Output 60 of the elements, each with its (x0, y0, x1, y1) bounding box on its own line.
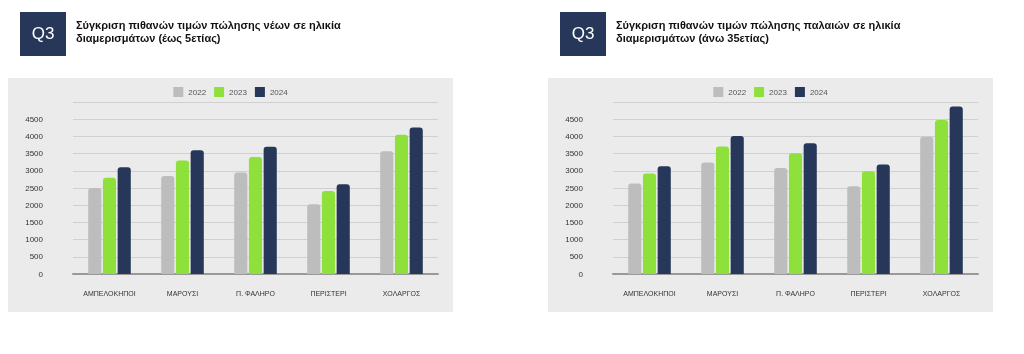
bar (876, 164, 890, 274)
bar (175, 160, 190, 274)
y-tick-label: 3500 (25, 149, 44, 159)
bar (321, 191, 336, 274)
bar (730, 136, 744, 274)
bar (657, 166, 671, 274)
legend-label: 2023 (769, 87, 788, 97)
bar (307, 204, 321, 274)
y-tick-label: 3000 (565, 166, 584, 176)
y-tick-label: 4000 (25, 131, 44, 141)
y-tick-label: 500 (569, 252, 584, 262)
bar (336, 184, 350, 274)
y-tick-label: 1500 (565, 217, 584, 227)
bar (117, 167, 131, 274)
y-tick-label: 500 (29, 252, 44, 262)
y-tick-label: 1500 (25, 217, 44, 227)
chart-title: Σύγκριση πιθανών τιμών πώλησης νέων σε ηλικία διαμερισμάτων (έως 5ετίας) (76, 19, 342, 45)
bar (409, 127, 423, 274)
y-tick-label: 2000 (565, 200, 584, 210)
y-tick-label: 2500 (565, 183, 584, 193)
bar (394, 134, 409, 274)
legend-label: 2024 (809, 87, 829, 97)
y-tick-label: 1000 (25, 235, 44, 245)
bar (861, 171, 876, 274)
bar (88, 188, 102, 274)
y-tick-label: 3500 (565, 149, 584, 159)
bar (642, 173, 657, 274)
chart-title: Σύγκριση πιθανών τιμών πώλησης παλαιών σε ηλικία διαμερισμάτων (άνω 35ετίας) (616, 19, 902, 45)
bar (788, 153, 803, 274)
text: Q3 (20, 12, 66, 56)
bar (263, 146, 277, 274)
y-tick-label: 4000 (565, 131, 584, 141)
y-tick-label: 0 (38, 269, 44, 279)
bar (628, 183, 642, 274)
y-tick-label: 2500 (25, 183, 44, 193)
y-tick-label: 3000 (25, 166, 44, 176)
text: Q3 (560, 12, 606, 56)
bar (715, 146, 730, 274)
bar (847, 186, 861, 274)
bar (774, 168, 788, 274)
bar (161, 175, 175, 274)
bar (190, 150, 204, 274)
bar (380, 151, 394, 274)
y-tick-label: 0 (578, 269, 584, 279)
legend-label: 2024 (269, 87, 289, 97)
bar (803, 143, 817, 274)
y-tick-label: 4500 (25, 114, 44, 124)
legend-label: 2022 (188, 87, 207, 97)
bar (949, 106, 963, 274)
bar (920, 136, 934, 274)
bar (701, 162, 715, 274)
bar (102, 177, 117, 274)
bar (234, 172, 248, 274)
legend-label: 2023 (229, 87, 248, 97)
legend-label: 2022 (728, 87, 747, 97)
bar (248, 157, 263, 274)
y-tick-label: 2000 (25, 200, 44, 210)
y-tick-label: 1000 (565, 235, 584, 245)
bar (934, 119, 949, 274)
y-tick-label: 4500 (565, 114, 584, 124)
